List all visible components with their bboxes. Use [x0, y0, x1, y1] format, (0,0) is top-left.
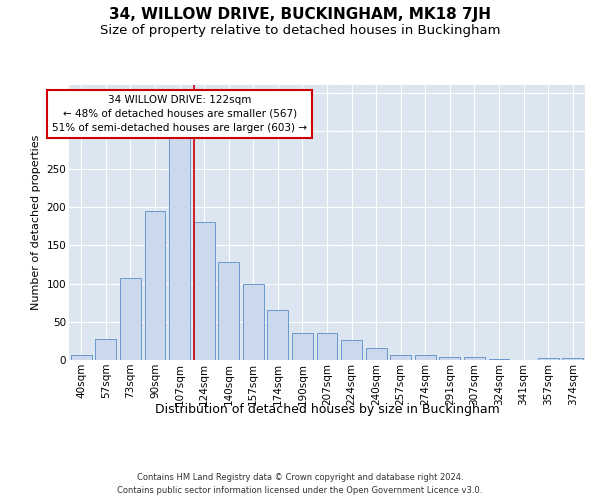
Bar	[218, 262, 239, 360]
Bar	[317, 334, 337, 360]
Bar	[194, 222, 215, 360]
Bar	[145, 211, 166, 360]
Bar	[439, 357, 460, 360]
Text: 34, WILLOW DRIVE, BUCKINGHAM, MK18 7JH: 34, WILLOW DRIVE, BUCKINGHAM, MK18 7JH	[109, 8, 491, 22]
Bar	[415, 356, 436, 360]
Text: 34 WILLOW DRIVE: 122sqm
← 48% of detached houses are smaller (567)
51% of semi-d: 34 WILLOW DRIVE: 122sqm ← 48% of detache…	[52, 95, 307, 133]
Text: Distribution of detached houses by size in Buckingham: Distribution of detached houses by size …	[155, 402, 499, 415]
Bar	[488, 359, 509, 360]
Text: Size of property relative to detached houses in Buckingham: Size of property relative to detached ho…	[100, 24, 500, 37]
Bar	[243, 284, 264, 360]
Y-axis label: Number of detached properties: Number of detached properties	[31, 135, 41, 310]
Bar	[538, 358, 559, 360]
Bar	[71, 356, 92, 360]
Bar	[390, 354, 411, 360]
Bar	[292, 334, 313, 360]
Bar	[562, 358, 583, 360]
Text: Contains HM Land Registry data © Crown copyright and database right 2024.
Contai: Contains HM Land Registry data © Crown c…	[118, 473, 482, 495]
Bar	[365, 348, 386, 360]
Bar	[341, 340, 362, 360]
Bar	[464, 357, 485, 360]
Bar	[169, 138, 190, 360]
Bar	[268, 310, 289, 360]
Bar	[95, 340, 116, 360]
Bar	[120, 278, 141, 360]
